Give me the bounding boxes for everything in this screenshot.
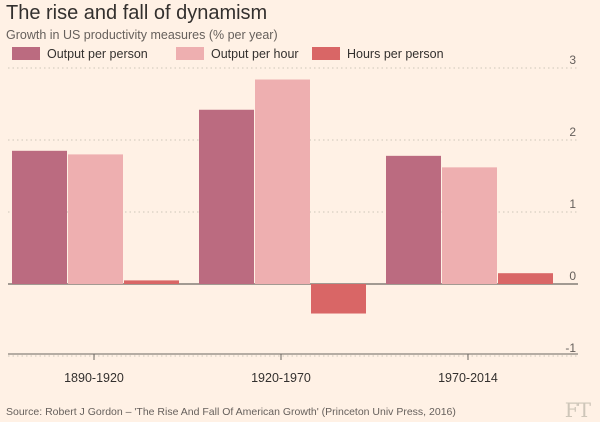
legend-label: Output per person	[47, 47, 148, 61]
bar-output-per-person	[199, 109, 254, 284]
bar-output-per-person	[386, 155, 441, 284]
legend-label: Output per hour	[211, 47, 299, 61]
chart-subtitle: Growth in US productivity measures (% pe…	[6, 28, 278, 42]
bar-hours-per-person	[124, 280, 179, 284]
x-category-label: 1970-2014	[438, 371, 498, 385]
y-tick-label: 0	[569, 269, 576, 283]
legend-swatch	[312, 47, 340, 60]
legend-swatch	[12, 47, 40, 60]
bar-hours-per-person	[498, 273, 553, 284]
x-category-label: 1890-1920	[64, 371, 124, 385]
bar-output-per-hour	[442, 167, 497, 284]
bar-output-per-hour	[68, 154, 123, 284]
bar-output-per-hour	[255, 79, 310, 285]
chart-title: The rise and fall of dynamism	[6, 2, 268, 24]
y-tick-label: 1	[569, 197, 576, 211]
x-category-label: 1920-1970	[251, 371, 311, 385]
legend-label: Hours per person	[347, 47, 444, 61]
legend-swatch	[176, 47, 204, 60]
y-tick-label: 2	[569, 125, 576, 139]
ft-logo: FT	[564, 398, 591, 422]
y-tick-label: 3	[569, 53, 576, 67]
source-note: Source: Robert J Gordon – 'The Rise And …	[6, 406, 456, 418]
bar-output-per-person	[12, 150, 67, 284]
y-tick-label: -1	[565, 341, 576, 355]
bar-hours-per-person	[311, 284, 366, 314]
